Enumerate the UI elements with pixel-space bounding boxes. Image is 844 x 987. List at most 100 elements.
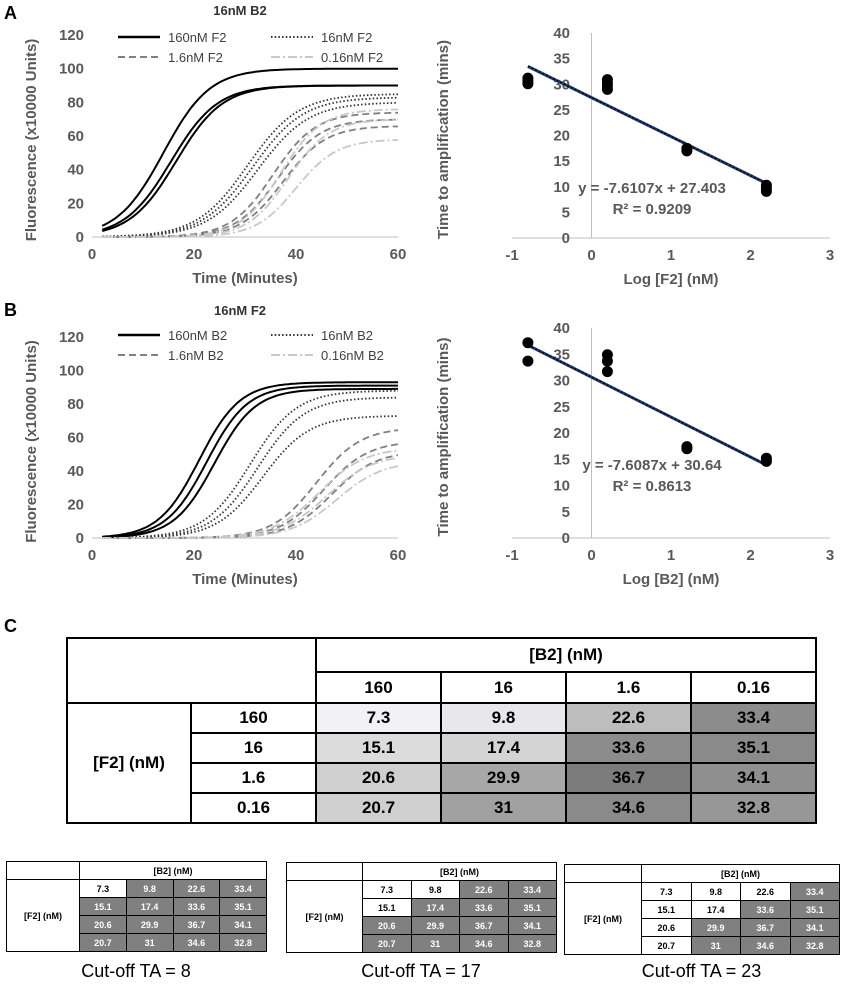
data-point — [522, 337, 534, 349]
chart-a-fluorescence: 0 20 40 60 80 100 120 0 20 40 60 Time (Minutes) Fluo… — [23, 3, 406, 287]
legend-label: 160nM B2 — [168, 328, 227, 343]
col-label: 16 — [440, 671, 567, 704]
y-tick-label: 5 — [562, 204, 570, 221]
y-tick-label: 40 — [67, 463, 84, 480]
fit-equation: y = -7.6087x + 30.64 — [582, 457, 722, 474]
x-tick-label: -1 — [505, 247, 518, 264]
curve-dashdot — [102, 108, 398, 238]
x-tick-label: 0 — [587, 247, 595, 264]
legend-label: 16nM B2 — [321, 328, 373, 343]
table-cell: 32.8 — [789, 936, 840, 955]
y-tick-label: 35 — [553, 51, 570, 68]
data-point — [522, 72, 534, 84]
curve-dotted — [102, 396, 399, 539]
y-tick-label: 40 — [553, 25, 570, 42]
table-cell: 35.1 — [219, 897, 267, 916]
curve-dashed — [102, 443, 399, 539]
table-cell: 7.3 — [79, 879, 127, 898]
table-cell: 9.8 — [440, 702, 567, 734]
table-cell: 29.9 — [440, 762, 567, 794]
x-tick-label: 2 — [746, 547, 754, 564]
y-tick-label: 30 — [553, 373, 570, 390]
table-cell: 7.3 — [315, 702, 442, 734]
table-cell: 20.6 — [362, 916, 412, 935]
y-axis-title: Fluorescence (x10000 Units) — [23, 39, 40, 242]
y-tick-label: 60 — [67, 430, 84, 447]
table-cell: 31 — [690, 936, 741, 955]
curve-solid — [101, 67, 398, 227]
legend-label: 1.6nM F2 — [168, 50, 223, 65]
legend-label: 160nM F2 — [168, 30, 227, 45]
curve-dashdot — [102, 118, 399, 238]
curve-solid — [101, 84, 398, 231]
table-cell: 7.3 — [641, 882, 692, 901]
x-tick-label: 40 — [288, 547, 305, 564]
trendline-dots — [527, 65, 767, 184]
data-point — [601, 366, 613, 378]
table-cell: 15.1 — [362, 898, 412, 917]
table-cell: 35.1 — [789, 900, 840, 919]
table-cell: 34.1 — [219, 915, 267, 934]
col-label: 0.16 — [689, 671, 818, 704]
table-cell: 22.6 — [565, 702, 692, 734]
y-tick-label: 0 — [76, 530, 84, 547]
table-cell: 20.7 — [315, 792, 442, 824]
curve-dashdot — [102, 457, 399, 539]
chart-title: 16nM B2 — [213, 3, 266, 18]
y-tick-label: 5 — [562, 504, 570, 521]
y-tick-label: 15 — [553, 451, 570, 468]
cutoff-table: [B2] (nM) [F2] (nM) 7.3 9.8 22.6 33.4 15.1 17.4… — [6, 861, 267, 952]
y-tick-label: 0 — [76, 229, 84, 246]
y-tick-label: 25 — [553, 399, 570, 416]
row-header: [F2] (nM) — [6, 879, 80, 952]
table-cell: 32.8 — [219, 933, 267, 952]
curve-dotted — [102, 415, 398, 539]
y-tick-label: 20 — [67, 497, 84, 514]
table-cell: 34.1 — [507, 916, 557, 935]
x-tick-label: 40 — [288, 246, 305, 263]
x-tick-label: 1 — [667, 547, 675, 564]
curve-dashed — [102, 118, 398, 238]
table-cell: 20.7 — [79, 933, 127, 952]
table-cell: 22.6 — [740, 882, 791, 901]
table-cell: 29.9 — [410, 916, 460, 935]
table-cell: 32.8 — [507, 934, 557, 953]
x-tick-label: 2 — [746, 247, 754, 264]
x-tick-label: 3 — [826, 547, 834, 564]
table-cell: 15.1 — [79, 897, 127, 916]
y-axis-title: Time to amplification (mins) — [435, 338, 452, 537]
row-header: [F2] (nM) — [286, 880, 363, 953]
table-cell: 15.1 — [641, 900, 692, 919]
cutoff-table: [B2] (nM) [F2] (nM) 7.3 9.8 22.6 33.4 15.1 17.4… — [564, 864, 840, 955]
curve-dotted — [102, 96, 399, 238]
y-tick-label: 20 — [553, 425, 570, 442]
x-tick-label: 0 — [88, 547, 96, 564]
table-cell: 20.6 — [315, 762, 442, 794]
cutoff-table: [B2] (nM) [F2] (nM) 7.3 9.8 22.6 33.4 15.1 17.4… — [286, 862, 557, 953]
row-label: 0.16 — [190, 792, 317, 824]
table-cell: 34.1 — [789, 918, 840, 937]
table-corner — [564, 864, 642, 883]
row-label: 1.6 — [190, 762, 317, 794]
data-point — [760, 452, 772, 464]
col-label: 1.6 — [565, 671, 692, 704]
y-tick-label: 60 — [67, 128, 84, 145]
data-point — [601, 74, 613, 86]
y-tick-label: 40 — [67, 162, 84, 179]
y-axis-title: Time to amplification (mins) — [435, 40, 452, 239]
y-tick-label: 10 — [553, 478, 570, 495]
curve-dashdot — [102, 139, 399, 238]
cutoff-caption: Cut-off TA = 17 — [361, 961, 481, 981]
curve-dashed — [102, 125, 399, 238]
row-header: [F2] (nM) — [564, 882, 642, 955]
y-tick-label: 100 — [59, 61, 84, 78]
table-cell: 22.6 — [172, 879, 221, 898]
curve-solid — [102, 381, 398, 538]
panel-label-b: B — [4, 300, 17, 320]
table-cell: 17.4 — [410, 898, 460, 917]
data-point — [681, 441, 693, 453]
table-cell: 29.9 — [690, 918, 741, 937]
cutoff-caption: Cut-off TA = 23 — [641, 961, 762, 981]
panel-label-c: C — [4, 616, 17, 636]
x-axis-title: Log [B2] (nM) — [623, 571, 720, 588]
